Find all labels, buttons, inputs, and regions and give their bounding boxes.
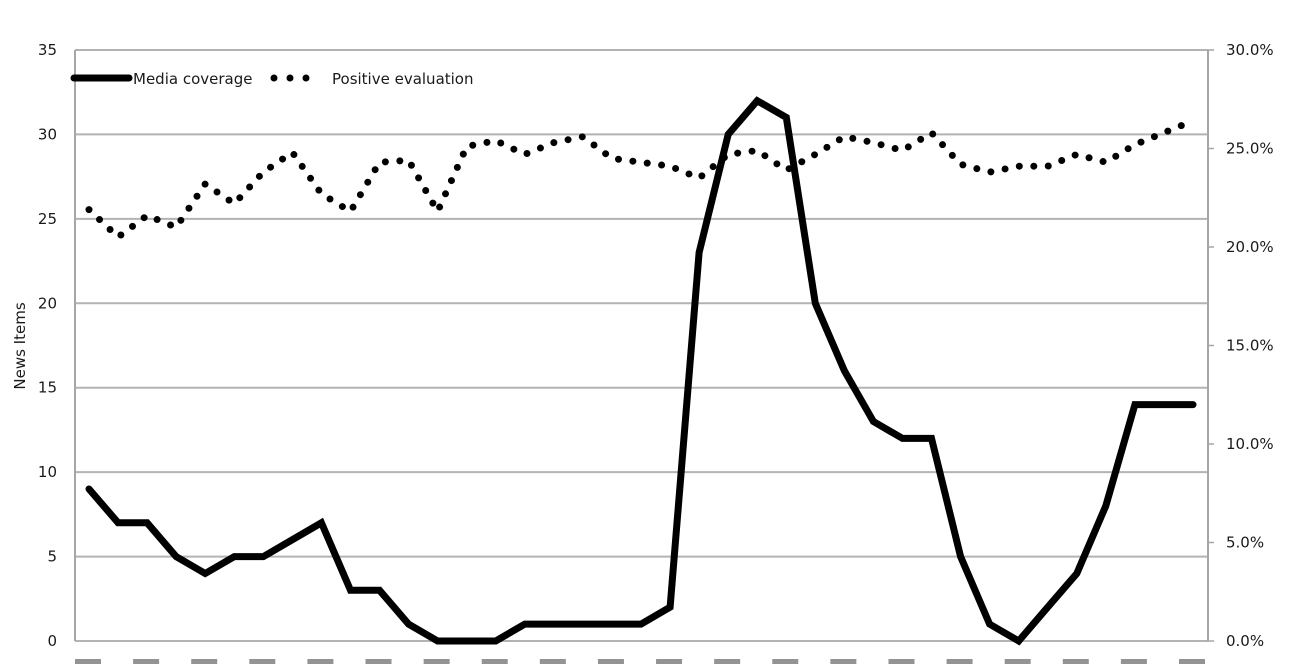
x-tick-label-cropped	[1179, 659, 1205, 664]
left-tick-label: 35	[38, 41, 57, 59]
media-coverage-line	[85, 96, 1197, 646]
left-tick-label: 15	[38, 379, 57, 397]
right-tick-label: 5.0%	[1226, 534, 1264, 552]
x-tick-label-cropped	[133, 659, 160, 664]
left-tick-label: 25	[38, 210, 57, 228]
x-tick-label-cropped	[1120, 659, 1147, 664]
legend-media-label: Media coverage	[133, 70, 252, 88]
x-tick-label-cropped	[539, 659, 566, 664]
right-tick-label: 25.0%	[1226, 140, 1274, 158]
x-tick-label-cropped	[365, 659, 392, 664]
x-tick-label-cropped	[772, 659, 799, 664]
x-tick-label-cropped	[714, 659, 741, 664]
right-tick-label: 0.0%	[1226, 632, 1264, 650]
x-tick-label-cropped	[830, 659, 857, 664]
right-y-axis-ticks: 0.0% 5.0% 10.0% 15.0% 20.0% 25.0% 30.0%	[1208, 41, 1274, 650]
left-axis-title: News Items	[11, 302, 29, 389]
left-tick-label: 5	[47, 548, 57, 566]
x-tick-label-cropped	[1062, 659, 1089, 664]
x-tick-label-cropped	[307, 659, 334, 664]
x-tick-label-cropped	[423, 659, 450, 664]
left-tick-label: 30	[38, 125, 57, 143]
positive-evaluation-line	[85, 117, 1197, 242]
left-tick-label: 0	[47, 632, 57, 650]
x-tick-label-cropped	[946, 659, 973, 664]
x-tick-label-cropped	[656, 659, 683, 664]
right-tick-label: 10.0%	[1226, 435, 1274, 453]
x-tick-label-cropped	[1004, 659, 1031, 664]
right-tick-label: 30.0%	[1226, 41, 1274, 59]
plot-frame	[74, 50, 1209, 641]
x-axis-ticks	[75, 659, 1205, 664]
right-tick-label: 20.0%	[1226, 238, 1274, 256]
left-tick-label: 20	[38, 294, 57, 312]
x-tick-label-cropped	[481, 659, 508, 664]
gridlines	[75, 49, 1208, 642]
legend: Media coverage Positive evaluation	[70, 70, 474, 88]
x-tick-label-cropped	[191, 659, 218, 664]
left-tick-label: 10	[38, 463, 57, 481]
x-tick-label-cropped	[249, 659, 276, 664]
right-tick-label: 15.0%	[1226, 337, 1274, 355]
x-tick-label-cropped	[888, 659, 915, 664]
x-tick-label-cropped	[597, 659, 624, 664]
x-tick-label-cropped	[75, 659, 101, 664]
left-y-axis-ticks: 0 5 10 15 20 25 30 35	[38, 41, 57, 650]
legend-positive-label: Positive evaluation	[332, 70, 474, 88]
